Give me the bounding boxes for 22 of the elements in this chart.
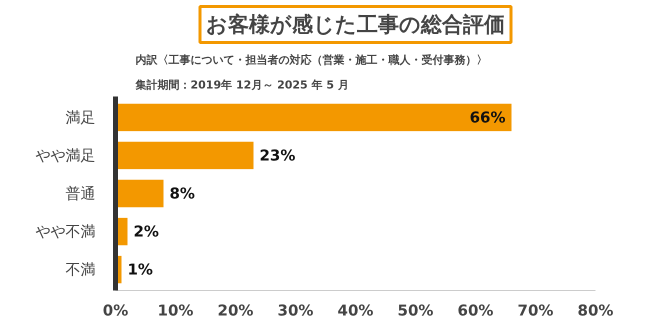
y-tick-label: やや不満 xyxy=(36,222,96,241)
chart-title: お客様が感じた工事の総合評価 xyxy=(206,12,505,36)
data-label: 2% xyxy=(134,222,159,241)
x-tick-label: 30% xyxy=(278,302,314,320)
x-tick-label: 20% xyxy=(218,302,254,320)
chart-subtitle: 内訳〈工事について・担当者の対応（営業・施工・職人・受付事務）〉 xyxy=(136,54,488,66)
x-tick-label: 10% xyxy=(158,302,194,320)
text: 集計期間：2019年 12月～ 2025 年 5 月 xyxy=(134,78,349,92)
data-label: 8% xyxy=(170,184,195,202)
x-tick-label: 50% xyxy=(398,302,434,320)
data-label: 66% xyxy=(470,108,506,126)
x-tick-label: 60% xyxy=(458,302,494,320)
y-tick-label: 満足 xyxy=(66,108,96,126)
y-tick-label: やや満足 xyxy=(36,146,96,164)
x-tick-label: 0% xyxy=(102,302,128,320)
x-tick-label: 40% xyxy=(338,302,374,320)
x-tick-label: 80% xyxy=(578,302,614,320)
data-label: 23% xyxy=(260,146,296,164)
x-tick-label: 70% xyxy=(518,302,554,320)
data-label: 1% xyxy=(128,260,153,279)
y-tick-label: 普通 xyxy=(66,184,96,202)
y-tick-label: 不満 xyxy=(66,260,96,279)
